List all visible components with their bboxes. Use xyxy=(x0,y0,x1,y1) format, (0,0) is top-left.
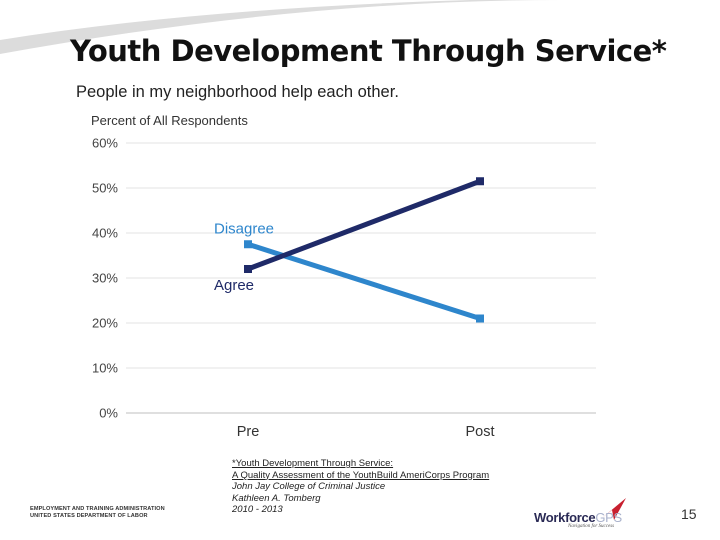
dol-eta-logo: EMPLOYMENT AND TRAINING ADMINISTRATION U… xyxy=(30,506,165,520)
workforce-gps-logo: WorkforceGPS Navigation for Success xyxy=(534,496,634,532)
chart-title: People in my neighborhood help each othe… xyxy=(76,83,399,101)
y-tick-label: 60% xyxy=(92,136,118,151)
x-tick-label: Pre xyxy=(237,424,260,440)
y-tick-label: 50% xyxy=(92,181,118,196)
series-label-disagree: Disagree xyxy=(214,220,274,237)
logo-tagline: Navigation for Success xyxy=(568,524,615,529)
series-label-agree: Agree xyxy=(214,277,254,294)
compass-arrow-icon xyxy=(602,498,626,520)
logo-wordmark: WorkforceGPS xyxy=(534,510,622,525)
series-line-agree xyxy=(247,178,481,272)
citation-line-5: 2010 - 2013 xyxy=(232,504,283,516)
citation-line-4: Kathleen A. Tomberg xyxy=(232,492,321,504)
line-chart: People in my neighborhood help each othe… xyxy=(76,83,596,440)
y-tick-label: 0% xyxy=(99,406,118,421)
citation-line-3: John Jay College of Criminal Justice xyxy=(232,481,386,493)
citation-line-1[interactable]: *Youth Development Through Service: xyxy=(232,458,394,469)
data-point-agree xyxy=(244,265,252,273)
data-point-disagree xyxy=(476,314,484,323)
y-tick-label: 20% xyxy=(92,316,118,331)
y-tick-label: 10% xyxy=(92,361,118,376)
agency-line-2: UNITED STATES DEPARTMENT OF LABOR xyxy=(30,513,148,519)
slide-title: Youth Development Through Service* xyxy=(70,34,667,68)
x-tick-label: Post xyxy=(465,424,494,440)
page-number: 15 xyxy=(681,506,697,522)
citation-footnote: *Youth Development Through Service: A Qu… xyxy=(232,458,489,516)
agency-line-1: EMPLOYMENT AND TRAINING ADMINISTRATION xyxy=(30,506,165,512)
y-axis-label: Percent of All Respondents xyxy=(91,113,248,128)
y-tick-label: 40% xyxy=(92,226,118,241)
header-swoosh xyxy=(0,0,560,54)
citation-line-2[interactable]: A Quality Assessment of the YouthBuild A… xyxy=(232,469,490,481)
data-point-disagree xyxy=(244,240,252,249)
y-tick-label: 30% xyxy=(92,271,118,286)
data-point-agree xyxy=(476,177,484,186)
